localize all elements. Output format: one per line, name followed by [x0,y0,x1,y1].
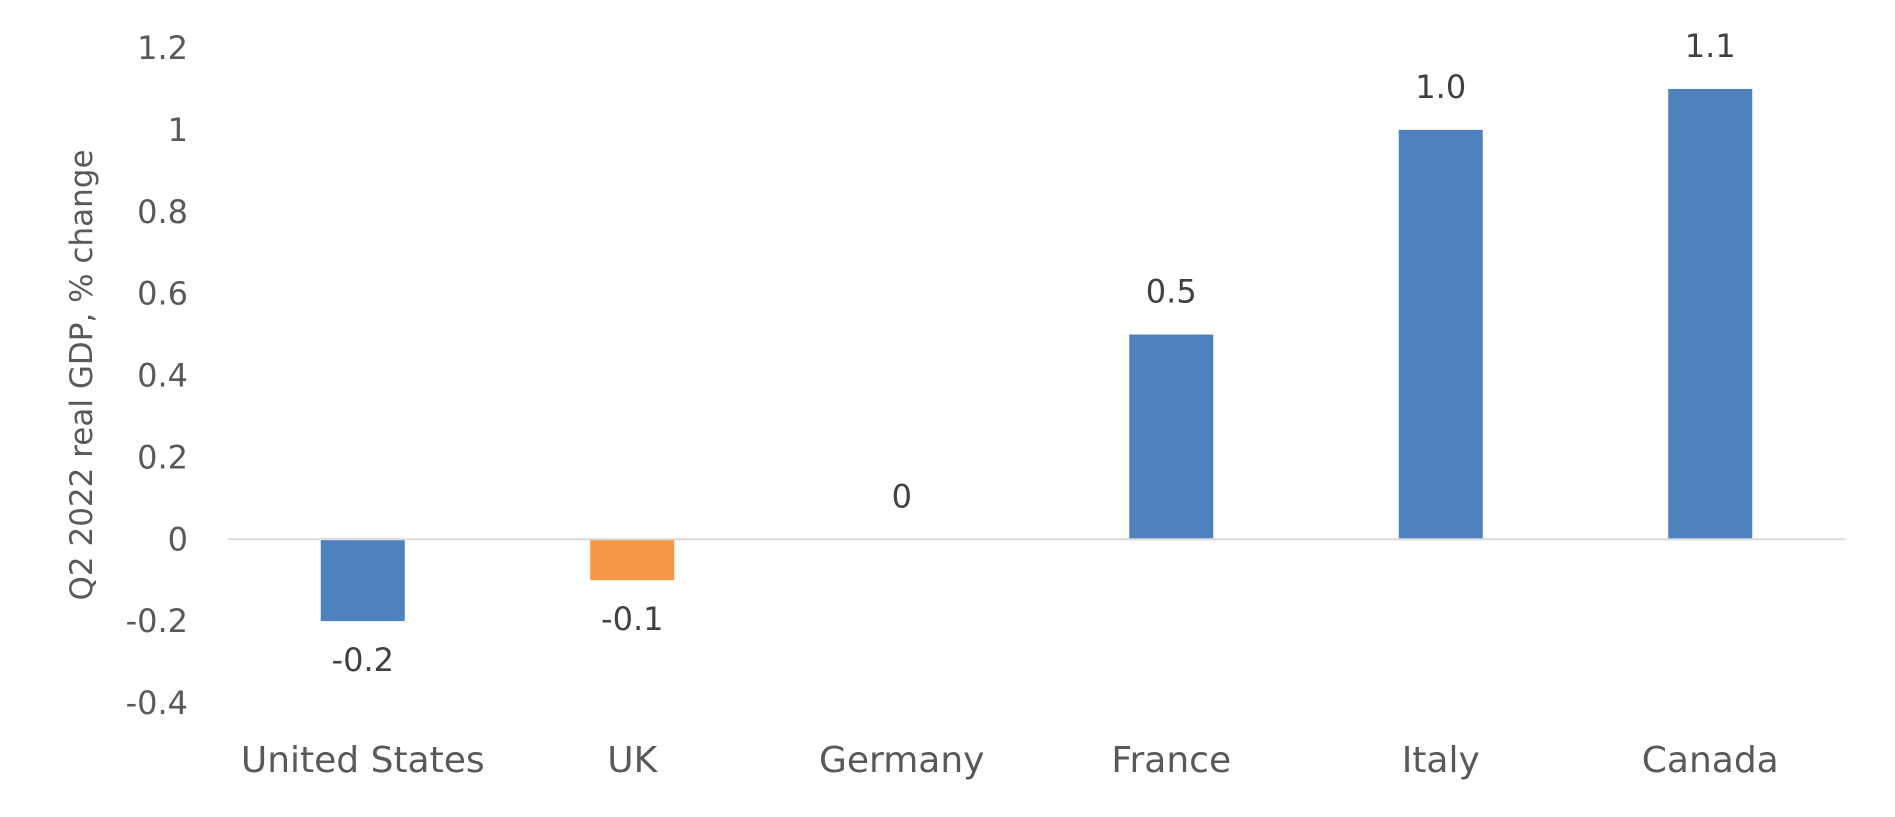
category-labels: United States UK Germany France Italy Canada [241,740,1779,781]
y-tick-label: 0.8 [137,193,188,231]
category-label: Germany [819,740,984,781]
bar [1398,129,1483,540]
bar [1129,334,1214,540]
data-label: 0 [892,477,912,515]
data-label: -0.2 [332,641,394,679]
bar [1668,88,1753,540]
bars [320,88,1753,622]
category-label: UK [607,740,658,781]
y-tick-label: -0.4 [126,684,188,722]
data-label: 0.5 [1146,273,1197,311]
data-labels: -0.2 -0.1 0 0.5 1.0 1.1 [332,27,1736,679]
category-label: France [1111,740,1231,781]
y-tick-label: 1.2 [137,29,188,67]
category-label: United States [241,740,485,781]
data-label: -0.1 [601,600,663,638]
y-axis-ticks: -0.4 -0.2 0 0.2 0.4 0.6 0.8 1 1.2 [126,29,188,722]
y-tick-label: -0.2 [126,602,188,640]
y-tick-label: 1 [168,111,188,149]
y-tick-label: 0.2 [137,438,188,476]
y-tick-label: 0 [168,520,188,558]
y-axis-title: Q2 2022 real GDP, % change [64,149,100,600]
y-tick-label: 0.4 [137,357,188,395]
bar [590,539,675,581]
category-label: Italy [1402,740,1480,781]
y-tick-label: 0.6 [137,275,188,313]
data-label: 1.1 [1685,27,1736,65]
category-label: Canada [1642,740,1779,781]
data-label: 1.0 [1415,68,1466,106]
bar [320,539,405,622]
